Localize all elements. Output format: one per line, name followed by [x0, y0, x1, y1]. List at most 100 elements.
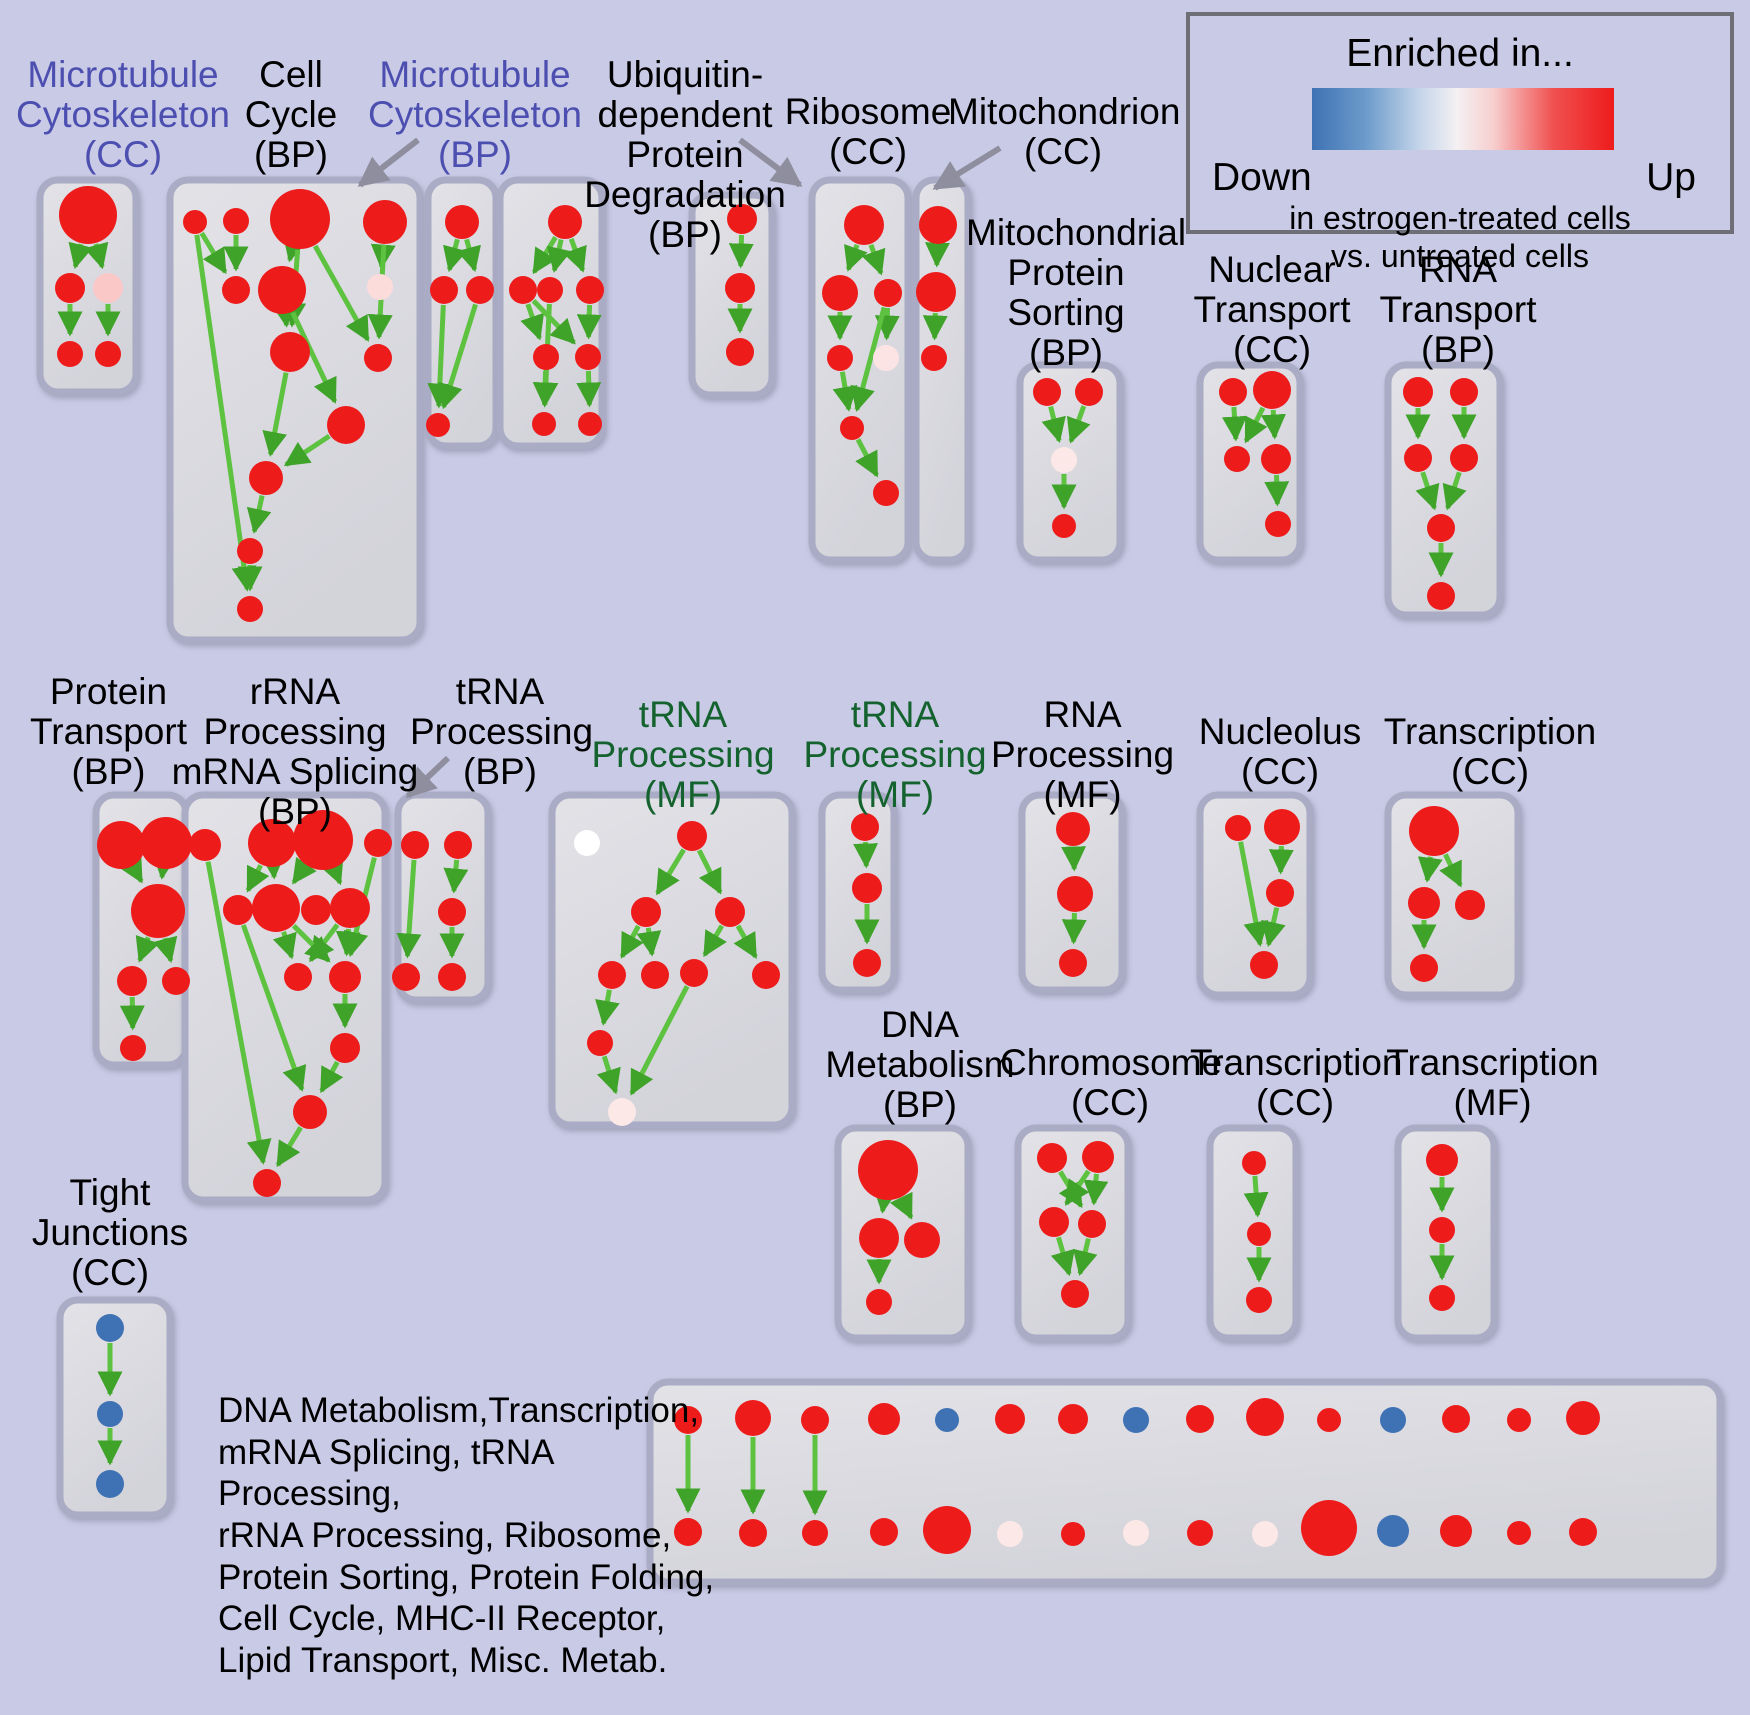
- gene-node[interactable]: [1051, 447, 1077, 473]
- gene-node[interactable]: [248, 819, 296, 867]
- gene-node[interactable]: [55, 273, 85, 303]
- gene-node[interactable]: [1123, 1407, 1149, 1433]
- gene-node[interactable]: [1317, 1408, 1341, 1432]
- gene-node[interactable]: [537, 277, 563, 303]
- gene-node[interactable]: [844, 205, 884, 245]
- gene-node[interactable]: [330, 888, 370, 928]
- gene-node[interactable]: [1058, 1404, 1088, 1434]
- gene-node[interactable]: [1056, 812, 1090, 846]
- gene-node[interactable]: [840, 416, 864, 440]
- gene-node[interactable]: [222, 276, 250, 304]
- gene-node[interactable]: [223, 208, 249, 234]
- gene-node[interactable]: [1427, 514, 1455, 542]
- gene-node[interactable]: [868, 1403, 900, 1435]
- gene-node[interactable]: [183, 210, 207, 234]
- gene-node[interactable]: [1061, 1522, 1085, 1546]
- gene-node[interactable]: [223, 895, 253, 925]
- gene-node[interactable]: [1186, 1405, 1214, 1433]
- gene-node[interactable]: [364, 829, 392, 857]
- gene-node[interactable]: [587, 1030, 613, 1056]
- gene-node[interactable]: [866, 1289, 892, 1315]
- gene-node[interactable]: [1427, 582, 1455, 610]
- gene-node[interactable]: [904, 1222, 940, 1258]
- gene-node[interactable]: [1426, 1144, 1458, 1176]
- gene-node[interactable]: [533, 344, 559, 370]
- gene-node[interactable]: [923, 1506, 971, 1554]
- gene-node[interactable]: [329, 961, 361, 993]
- gene-node[interactable]: [444, 831, 472, 859]
- gene-node[interactable]: [252, 884, 300, 932]
- gene-node[interactable]: [330, 1033, 360, 1063]
- gene-node[interactable]: [1057, 876, 1093, 912]
- gene-node[interactable]: [1450, 378, 1478, 406]
- gene-node[interactable]: [1408, 887, 1440, 919]
- gene-node[interactable]: [253, 1169, 281, 1197]
- gene-node[interactable]: [608, 1098, 636, 1126]
- gene-node[interactable]: [574, 830, 600, 856]
- gene-node[interactable]: [680, 959, 708, 987]
- gene-node[interactable]: [1566, 1401, 1600, 1435]
- gene-node[interactable]: [270, 332, 310, 372]
- gene-node[interactable]: [509, 276, 537, 304]
- gene-node[interactable]: [1507, 1408, 1531, 1432]
- gene-node[interactable]: [578, 412, 602, 436]
- gene-node[interactable]: [1380, 1407, 1406, 1433]
- gene-node[interactable]: [548, 205, 582, 239]
- gene-node[interactable]: [1455, 890, 1485, 920]
- gene-node[interactable]: [997, 1521, 1023, 1547]
- gene-node[interactable]: [1410, 954, 1438, 982]
- gene-node[interactable]: [438, 898, 466, 926]
- gene-node[interactable]: [189, 829, 221, 861]
- gene-node[interactable]: [131, 884, 185, 938]
- gene-node[interactable]: [631, 897, 661, 927]
- gene-node[interactable]: [1123, 1520, 1149, 1546]
- gene-node[interactable]: [576, 276, 604, 304]
- gene-node[interactable]: [827, 345, 853, 371]
- gene-node[interactable]: [859, 1218, 899, 1258]
- gene-node[interactable]: [674, 1406, 702, 1434]
- gene-node[interactable]: [1429, 1217, 1455, 1243]
- gene-node[interactable]: [1265, 511, 1291, 537]
- gene-node[interactable]: [59, 186, 117, 244]
- gene-node[interactable]: [120, 1035, 146, 1061]
- gene-node[interactable]: [1033, 378, 1061, 406]
- gene-node[interactable]: [140, 817, 192, 869]
- gene-node[interactable]: [1219, 378, 1247, 406]
- gene-node[interactable]: [1507, 1521, 1531, 1545]
- gene-node[interactable]: [1246, 1287, 1272, 1313]
- gene-node[interactable]: [1225, 815, 1251, 841]
- gene-node[interactable]: [430, 276, 458, 304]
- gene-node[interactable]: [1569, 1518, 1597, 1546]
- gene-node[interactable]: [853, 949, 881, 977]
- gene-node[interactable]: [1250, 951, 1278, 979]
- gene-node[interactable]: [1242, 1151, 1266, 1175]
- gene-node[interactable]: [598, 961, 626, 989]
- gene-node[interactable]: [293, 810, 353, 870]
- gene-node[interactable]: [237, 596, 263, 622]
- gene-node[interactable]: [852, 873, 882, 903]
- gene-node[interactable]: [822, 275, 858, 311]
- gene-node[interactable]: [96, 1314, 124, 1342]
- gene-node[interactable]: [1253, 371, 1291, 409]
- gene-node[interactable]: [97, 821, 145, 869]
- gene-node[interactable]: [1409, 806, 1459, 856]
- gene-node[interactable]: [401, 831, 429, 859]
- gene-node[interactable]: [873, 480, 899, 506]
- gene-node[interactable]: [258, 266, 306, 314]
- gene-node[interactable]: [1075, 378, 1103, 406]
- gene-node[interactable]: [1429, 1285, 1455, 1311]
- gene-node[interactable]: [715, 897, 745, 927]
- gene-node[interactable]: [1187, 1520, 1213, 1546]
- gene-node[interactable]: [919, 206, 957, 244]
- gene-node[interactable]: [1059, 949, 1087, 977]
- gene-node[interactable]: [445, 205, 479, 239]
- gene-node[interactable]: [293, 1095, 327, 1129]
- gene-node[interactable]: [870, 1518, 898, 1546]
- gene-node[interactable]: [392, 963, 420, 991]
- gene-node[interactable]: [117, 966, 147, 996]
- gene-node[interactable]: [725, 273, 755, 303]
- gene-node[interactable]: [1266, 879, 1294, 907]
- gene-node[interactable]: [95, 341, 121, 367]
- gene-node[interactable]: [921, 345, 947, 371]
- gene-node[interactable]: [364, 344, 392, 372]
